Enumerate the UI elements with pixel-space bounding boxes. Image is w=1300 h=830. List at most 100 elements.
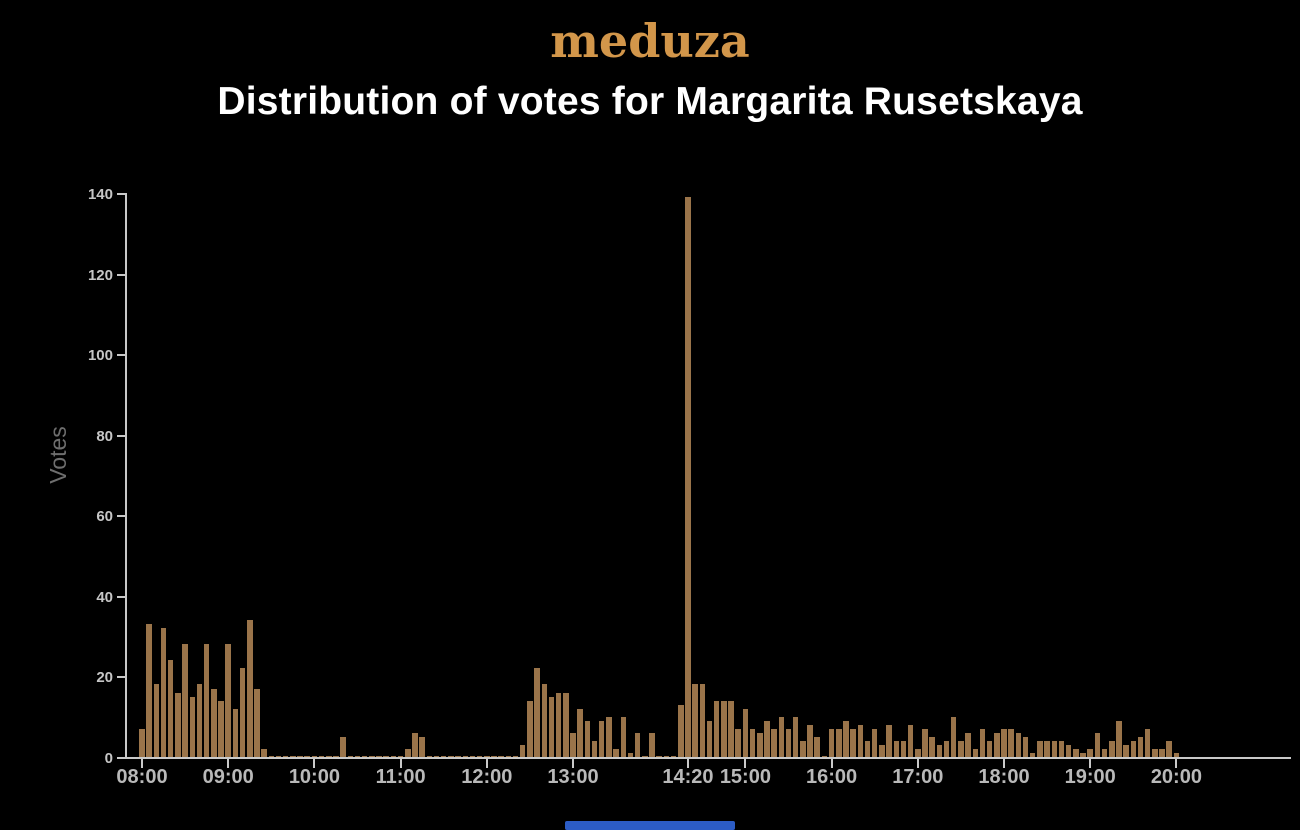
bar [577, 708, 583, 757]
y-tick-label: 80 [96, 427, 113, 445]
x-tick-label: 13:00 [547, 766, 599, 788]
bar [146, 624, 152, 757]
y-tick-mark [117, 193, 125, 195]
bar [1152, 748, 1158, 757]
bar [1044, 740, 1050, 757]
bar [1051, 740, 1058, 757]
bar [563, 692, 569, 757]
bar [620, 716, 627, 757]
bar [907, 724, 914, 757]
bar [627, 752, 634, 757]
x-tick-mark [141, 759, 143, 768]
y-tick-label: 60 [96, 508, 113, 526]
x-tick-mark [399, 759, 402, 768]
x-tick-label: 12:00 [461, 766, 513, 788]
bar [850, 728, 856, 757]
bar [1109, 740, 1115, 757]
bar [203, 644, 210, 757]
bar [713, 700, 720, 757]
x-tick-mark [830, 759, 833, 768]
bar [282, 755, 289, 757]
y-axis-line [125, 193, 127, 759]
bar [376, 755, 382, 757]
x-tick-mark [686, 759, 689, 768]
bar [1001, 728, 1007, 757]
bar [340, 736, 346, 757]
x-tick-label: 16:00 [806, 766, 858, 788]
bar [649, 732, 655, 757]
bar [864, 740, 871, 757]
bar [440, 755, 447, 757]
y-tick-mark [117, 434, 125, 437]
bar [663, 755, 670, 757]
bar [807, 724, 813, 757]
y-tick-mark [117, 595, 125, 598]
y-tick-label: 20 [96, 669, 113, 687]
bar [196, 684, 203, 757]
x-tick-mark [313, 759, 316, 768]
bar [455, 755, 461, 757]
bar [1058, 740, 1065, 757]
bar [735, 728, 741, 757]
bar [153, 684, 160, 757]
bar [225, 644, 231, 757]
y-tick-label: 100 [87, 347, 113, 365]
bar [1166, 740, 1172, 757]
bar [261, 748, 267, 757]
bar [1022, 736, 1029, 757]
bar [979, 728, 986, 757]
bar [311, 755, 318, 757]
bar [915, 748, 921, 757]
bar [304, 755, 310, 757]
bar [1173, 752, 1180, 757]
x-tick-label: 08:00 [116, 766, 168, 788]
bar [922, 728, 928, 757]
bar [958, 740, 964, 757]
bar [1159, 748, 1165, 757]
bar [598, 720, 605, 757]
bar [1137, 736, 1144, 757]
bar [936, 744, 943, 757]
bar [757, 732, 763, 757]
bar [326, 755, 332, 757]
bar [484, 755, 490, 757]
bar [527, 700, 533, 757]
bar [706, 720, 713, 757]
bar [232, 708, 239, 757]
bar [670, 755, 677, 757]
x-tick-label: 17:00 [892, 766, 944, 788]
bar [519, 744, 526, 757]
bar [591, 740, 598, 757]
bar [239, 668, 246, 757]
bar [160, 628, 167, 757]
bar [1065, 744, 1072, 757]
bar [462, 755, 468, 757]
bar [721, 700, 727, 757]
x-tick-label: 11:00 [375, 766, 426, 788]
bar [900, 740, 907, 757]
y-tick-mark [117, 757, 125, 759]
y-tick-mark [117, 515, 125, 518]
bar [548, 696, 555, 757]
bar [764, 720, 770, 757]
bar [433, 755, 440, 757]
bar [1008, 728, 1014, 757]
bar [821, 755, 828, 757]
meduza-logo: meduza [550, 14, 750, 68]
bar [656, 755, 662, 757]
chart-title: Distribution of votes for Margarita Ruse… [217, 80, 1083, 123]
bar [541, 684, 548, 757]
bar [965, 732, 971, 757]
bar [139, 728, 145, 757]
y-tick-label: 0 [104, 750, 113, 767]
bar [606, 716, 612, 757]
bar [390, 755, 397, 757]
y-tick-label: 140 [87, 186, 113, 203]
bar [642, 755, 648, 757]
bar [699, 684, 706, 757]
bar [211, 688, 217, 757]
y-tick-mark [117, 354, 125, 357]
bar [361, 755, 368, 757]
bar [498, 755, 504, 757]
